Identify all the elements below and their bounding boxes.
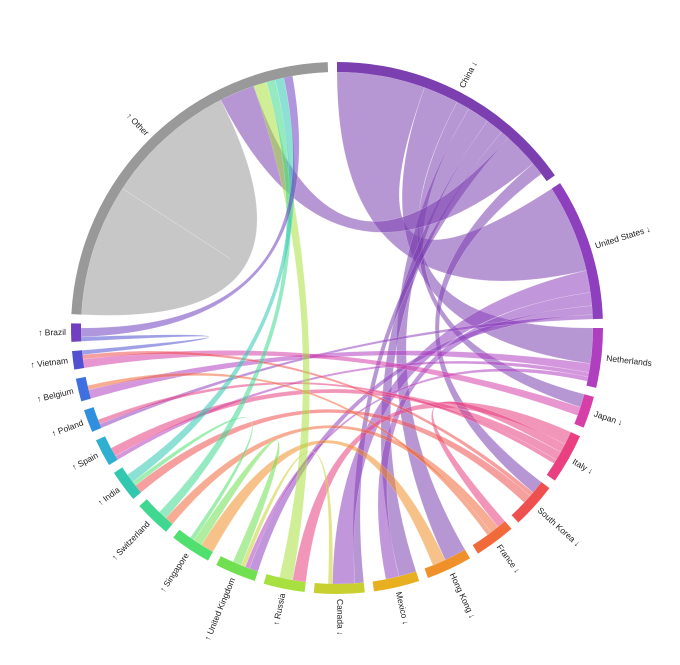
ribbon [201,439,446,566]
group-arc [75,376,91,402]
group-arc [337,62,555,182]
group-arc [216,556,258,581]
group-arc [263,574,306,593]
group-arc [113,467,141,499]
group-label: ↑ Brazil [38,327,66,337]
group-arc [424,549,470,578]
group-arc [586,328,603,388]
ribbon [82,350,581,416]
ribbon [332,270,591,585]
group-arc [472,521,512,554]
group-arc [551,183,603,320]
group-arc [546,432,581,481]
group-arc [574,394,594,428]
group-arc [70,323,82,342]
ribbon [193,439,280,566]
group-arc [511,482,550,523]
group-arc [84,407,102,432]
ribbon [99,314,594,429]
ribbon [134,409,531,503]
group-label: Canada ↓ [335,599,345,635]
group-arc [95,436,118,466]
group-label: ↑ Vietnam [30,355,69,370]
ribbons [80,71,594,585]
group-arc [139,499,173,532]
group-arc [372,571,420,592]
group-arc [72,350,85,370]
group-arc [313,582,365,594]
ribbon [249,305,593,572]
ribbon [80,75,300,338]
ribbon [244,368,589,569]
group-arc [173,529,213,561]
ribbon [220,85,534,233]
ribbon [253,81,310,581]
